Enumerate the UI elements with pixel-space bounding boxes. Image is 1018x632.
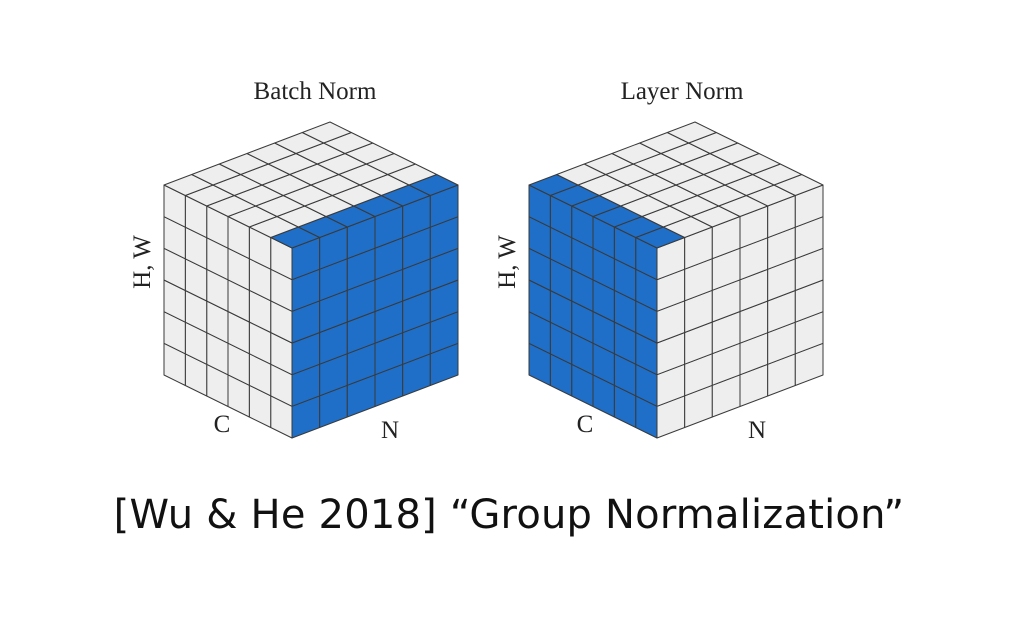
axis-label-n: N [748,417,766,444]
panel-title: Batch Norm [254,78,377,105]
layer-norm-cube [528,121,824,439]
layer-norm-panel: Layer Norm H, W C N [494,78,824,444]
axis-label-hw: H, W [129,235,156,289]
batch-norm-cube [163,121,459,439]
axis-label-n: N [381,417,399,444]
top-face-cell [301,121,352,144]
axis-label-hw: H, W [494,235,521,289]
top-face-cell [666,121,717,144]
axis-label-c: C [577,411,594,438]
batch-norm-panel: Batch Norm H, W C N [129,78,459,444]
axis-label-c: C [214,411,231,438]
panel-title: Layer Norm [621,78,744,105]
figure-caption: [Wu & He 2018] “Group Normalization” [113,492,905,538]
